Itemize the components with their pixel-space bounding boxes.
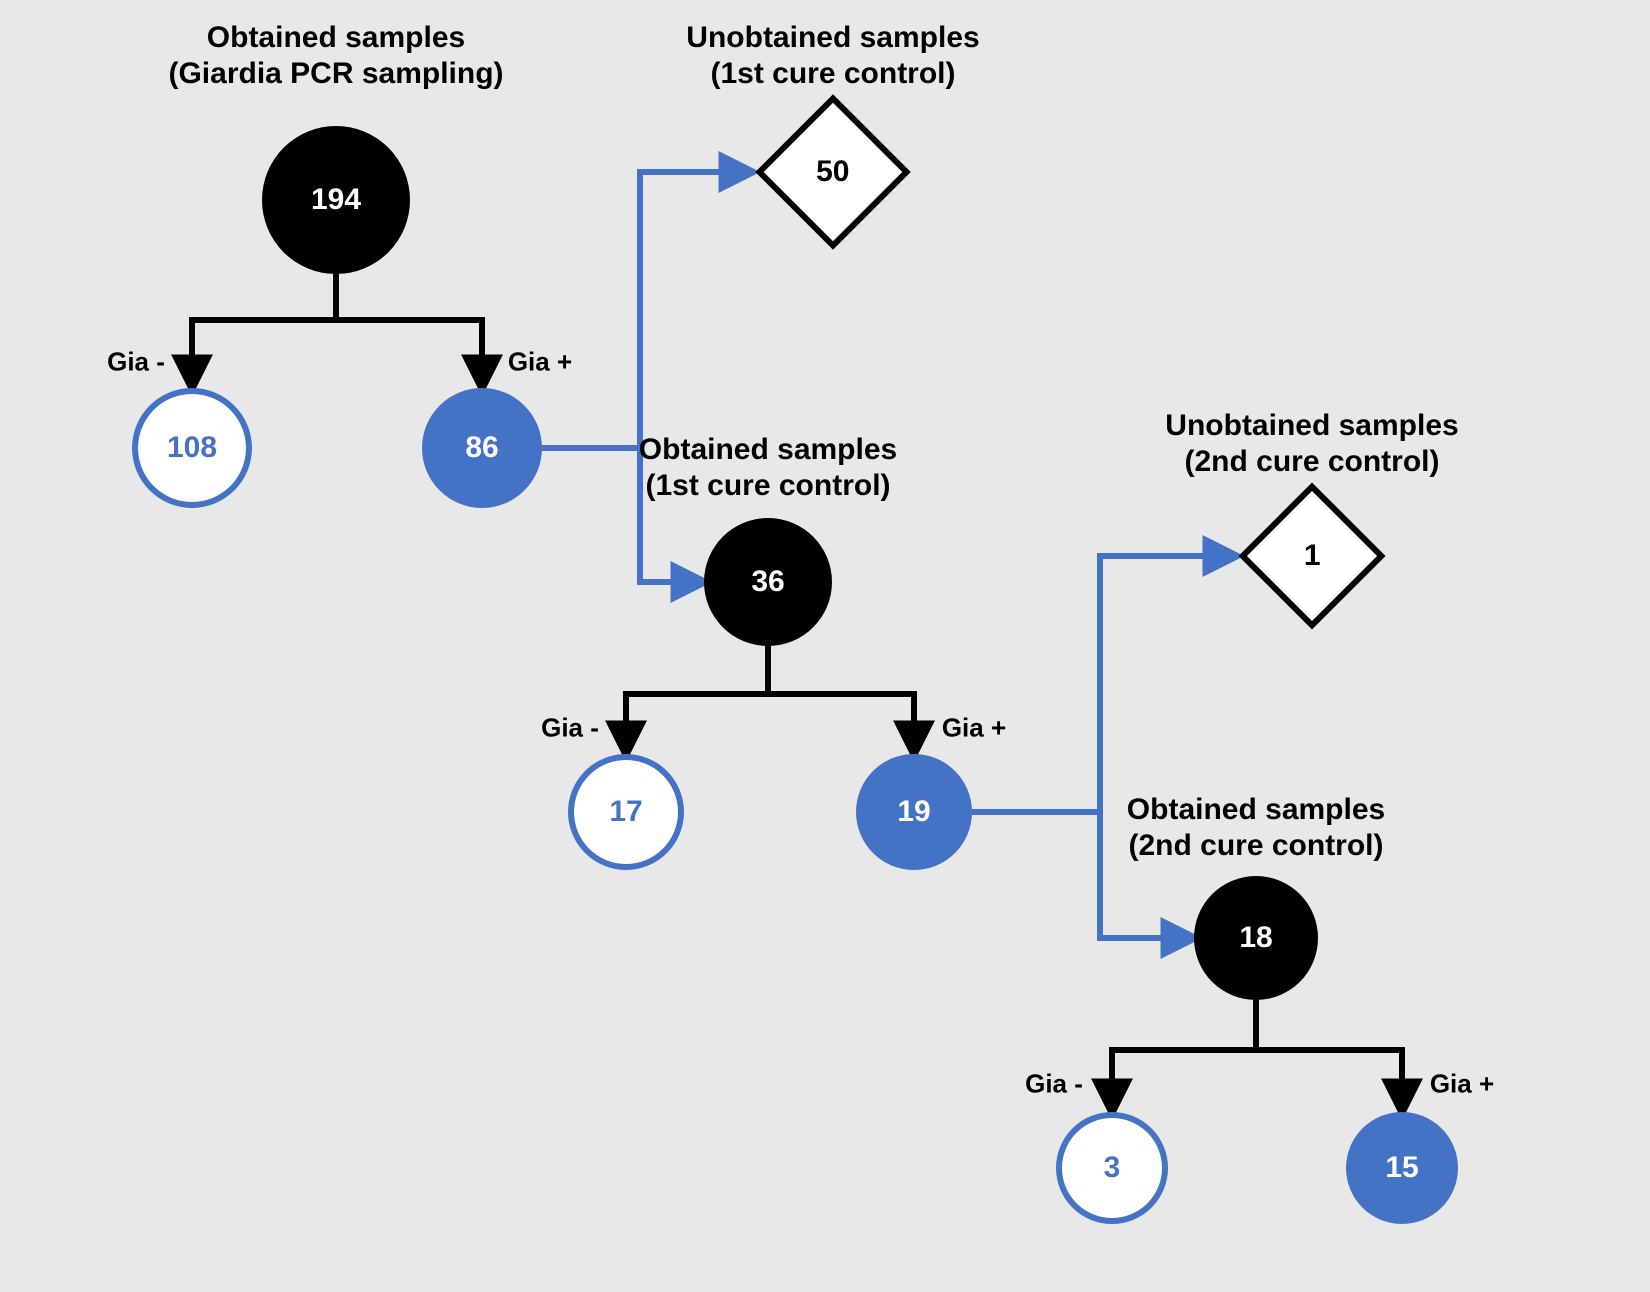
node-unobtained2: 1	[1238, 482, 1385, 629]
edge-0	[192, 274, 336, 388]
node-title-unobtained2: Unobtained samples(2nd cure control)	[1165, 408, 1458, 480]
node-gia_pos_2: 15	[1346, 1112, 1458, 1224]
node-title-line: (Giardia PCR sampling)	[168, 56, 503, 92]
edge-label-5: Gia +	[942, 713, 1006, 744]
flowchart-canvas: 194 50 108 86 36 1 17 19 18 3 15 Gia - Gia + Gia - Gi…	[0, 0, 1650, 1292]
node-value-obtained2: 18	[1239, 921, 1272, 955]
node-title-line: Obtained samples	[1127, 792, 1385, 828]
edge-2	[542, 172, 752, 448]
node-value-gia_neg_2: 3	[1104, 1151, 1121, 1185]
node-gia_pos_0: 86	[422, 388, 542, 508]
node-obtained0: 194	[262, 126, 410, 274]
node-gia_neg_2: 3	[1056, 1112, 1168, 1224]
edge-8	[1112, 1000, 1256, 1112]
node-value-gia_pos_2: 15	[1385, 1151, 1418, 1185]
edge-label-1: Gia +	[508, 347, 572, 378]
node-value-gia_pos_1: 19	[897, 795, 930, 829]
node-title-line: Obtained samples	[168, 20, 503, 56]
node-title-line: Obtained samples	[639, 432, 897, 468]
node-value-unobtained2: 1	[1304, 539, 1321, 573]
node-unobtained1: 50	[755, 94, 911, 250]
edge-label-0: Gia -	[107, 347, 165, 378]
node-value-gia_pos_0: 86	[465, 431, 498, 465]
node-title-line: (1st cure control)	[686, 56, 979, 92]
edge-label-8: Gia -	[1025, 1069, 1083, 1100]
node-title-line: (1st cure control)	[639, 468, 897, 504]
node-gia_pos_1: 19	[856, 754, 972, 870]
edge-4	[626, 646, 768, 754]
edge-label-9: Gia +	[1430, 1069, 1494, 1100]
node-title-obtained2: Obtained samples(2nd cure control)	[1127, 792, 1385, 864]
node-value-unobtained1: 50	[816, 155, 849, 189]
node-obtained1: 36	[704, 518, 832, 646]
node-title-obtained1: Obtained samples(1st cure control)	[639, 432, 897, 504]
edge-6	[972, 556, 1236, 812]
node-obtained2: 18	[1194, 876, 1318, 1000]
node-value-obtained0: 194	[311, 183, 361, 217]
node-title-unobtained1: Unobtained samples(1st cure control)	[686, 20, 979, 92]
node-title-line: Unobtained samples	[1165, 408, 1458, 444]
node-value-obtained1: 36	[751, 565, 784, 599]
node-title-obtained0: Obtained samples(Giardia PCR sampling)	[168, 20, 503, 92]
edge-label-4: Gia -	[541, 713, 599, 744]
node-value-gia_neg_0: 108	[167, 431, 217, 465]
node-value-gia_neg_1: 17	[609, 795, 642, 829]
edge-9	[1256, 1000, 1402, 1112]
node-title-line: Unobtained samples	[686, 20, 979, 56]
edge-1	[336, 274, 482, 388]
node-title-line: (2nd cure control)	[1127, 828, 1385, 864]
edge-5	[768, 646, 914, 754]
node-gia_neg_1: 17	[568, 754, 684, 870]
node-title-line: (2nd cure control)	[1165, 444, 1458, 480]
node-gia_neg_0: 108	[132, 388, 252, 508]
